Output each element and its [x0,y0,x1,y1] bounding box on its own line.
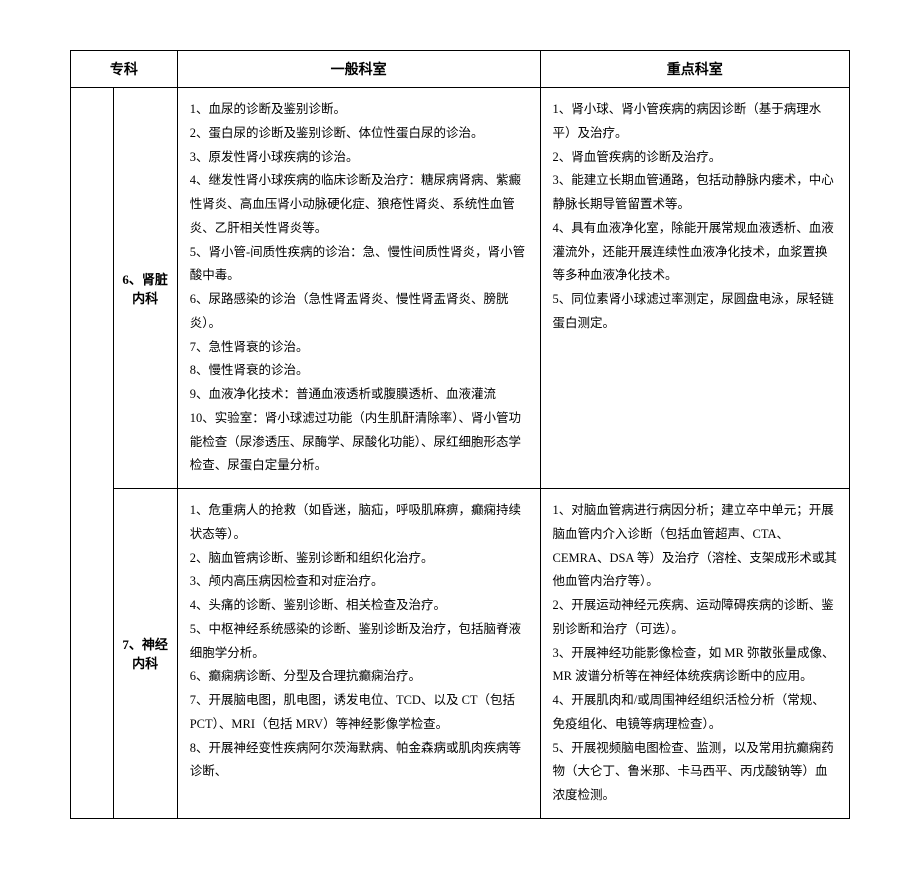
content-line: 3、能建立长期血管通路，包括动静脉内瘘术，中心静脉长期导管留置术等。 [553,169,838,217]
content-line: 6、癫痫病诊断、分型及合理抗癫痫治疗。 [190,665,528,689]
content-line: 1、对脑血管病进行病因分析；建立卒中单元；开展脑血管内介入诊断（包括血管超声、C… [553,499,838,594]
header-general: 一般科室 [177,51,540,88]
header-zhuanke: 专科 [71,51,178,88]
content-line: 8、慢性肾衰的诊治。 [190,359,528,383]
content-line: 4、具有血液净化室，除能开展常规血液透析、血液灌流外，还能开展连续性血液净化技术… [553,217,838,288]
content-line: 5、开展视频脑电图检查、监测，以及常用抗癫痫药物（大仑丁、鲁米那、卡马西平、丙戊… [553,737,838,808]
content-line: 8、开展神经变性疾病阿尔茨海默病、帕金森病或肌肉疾病等诊断、 [190,737,528,785]
content-line: 1、血尿的诊断及鉴别诊断。 [190,98,528,122]
content-line: 2、脑血管病诊断、鉴别诊断和组织化治疗。 [190,547,528,571]
key-content: 1、肾小球、肾小管疾病的病因诊断（基于病理水平）及治疗。2、肾血管疾病的诊断及治… [540,88,850,489]
content-line: 7、开展脑电图，肌电图，诱发电位、TCD、以及 CT（包括 PCT）、MRI（包… [190,689,528,737]
header-key: 重点科室 [540,51,850,88]
content-line: 4、开展肌肉和/或周围神经组织活检分析（常规、免疫组化、电镜等病理检查）。 [553,689,838,737]
content-line: 3、原发性肾小球疾病的诊治。 [190,146,528,170]
content-line: 3、开展神经功能影像检查，如 MR 弥散张量成像、MR 波谱分析等在神经体统疾病… [553,642,838,690]
content-line: 1、肾小球、肾小管疾病的病因诊断（基于病理水平）及治疗。 [553,98,838,146]
content-line: 1、危重病人的抢救（如昏迷，脑疝，呼吸肌麻痹，癫痫持续状态等）。 [190,499,528,547]
content-line: 2、开展运动神经元疾病、运动障碍疾病的诊断、鉴别诊断和治疗（可选）。 [553,594,838,642]
content-line: 5、中枢神经系统感染的诊断、鉴别诊断及治疗，包括脑脊液细胞学分析。 [190,618,528,666]
content-line: 3、颅内高压病因检查和对症治疗。 [190,570,528,594]
general-content: 1、血尿的诊断及鉴别诊断。2、蛋白尿的诊断及鉴别诊断、体位性蛋白尿的诊治。3、原… [177,88,540,489]
zhuanke-cell [71,88,114,819]
content-line: 10、实验室：肾小球滤过功能（内生肌酐清除率）、肾小管功能检查（尿渗透压、尿酶学… [190,407,528,478]
sub-department: 6、肾脏内科 [113,88,177,489]
content-line: 6、尿路感染的诊治（急性肾盂肾炎、慢性肾盂肾炎、膀胱炎）。 [190,288,528,336]
department-table: 专科 一般科室 重点科室 6、肾脏内科1、血尿的诊断及鉴别诊断。2、蛋白尿的诊断… [70,50,850,819]
content-line: 2、蛋白尿的诊断及鉴别诊断、体位性蛋白尿的诊治。 [190,122,528,146]
content-line: 9、血液净化技术：普通血液透析或腹膜透析、血液灌流 [190,383,528,407]
content-line: 7、急性肾衰的诊治。 [190,336,528,360]
content-line: 4、继发性肾小球疾病的临床诊断及治疗：糖尿病肾病、紫癜性肾炎、高血压肾小动脉硬化… [190,169,528,240]
general-content: 1、危重病人的抢救（如昏迷，脑疝，呼吸肌麻痹，癫痫持续状态等）。2、脑血管病诊断… [177,489,540,819]
key-content: 1、对脑血管病进行病因分析；建立卒中单元；开展脑血管内介入诊断（包括血管超声、C… [540,489,850,819]
content-line: 4、头痛的诊断、鉴别诊断、相关检查及治疗。 [190,594,528,618]
content-line: 5、同位素肾小球滤过率测定，尿圆盘电泳，尿轻链蛋白测定。 [553,288,838,336]
sub-department: 7、神经内科 [113,489,177,819]
content-line: 2、肾血管疾病的诊断及治疗。 [553,146,838,170]
content-line: 5、肾小管-间质性疾病的诊治：急、慢性间质性肾炎，肾小管酸中毒。 [190,241,528,289]
